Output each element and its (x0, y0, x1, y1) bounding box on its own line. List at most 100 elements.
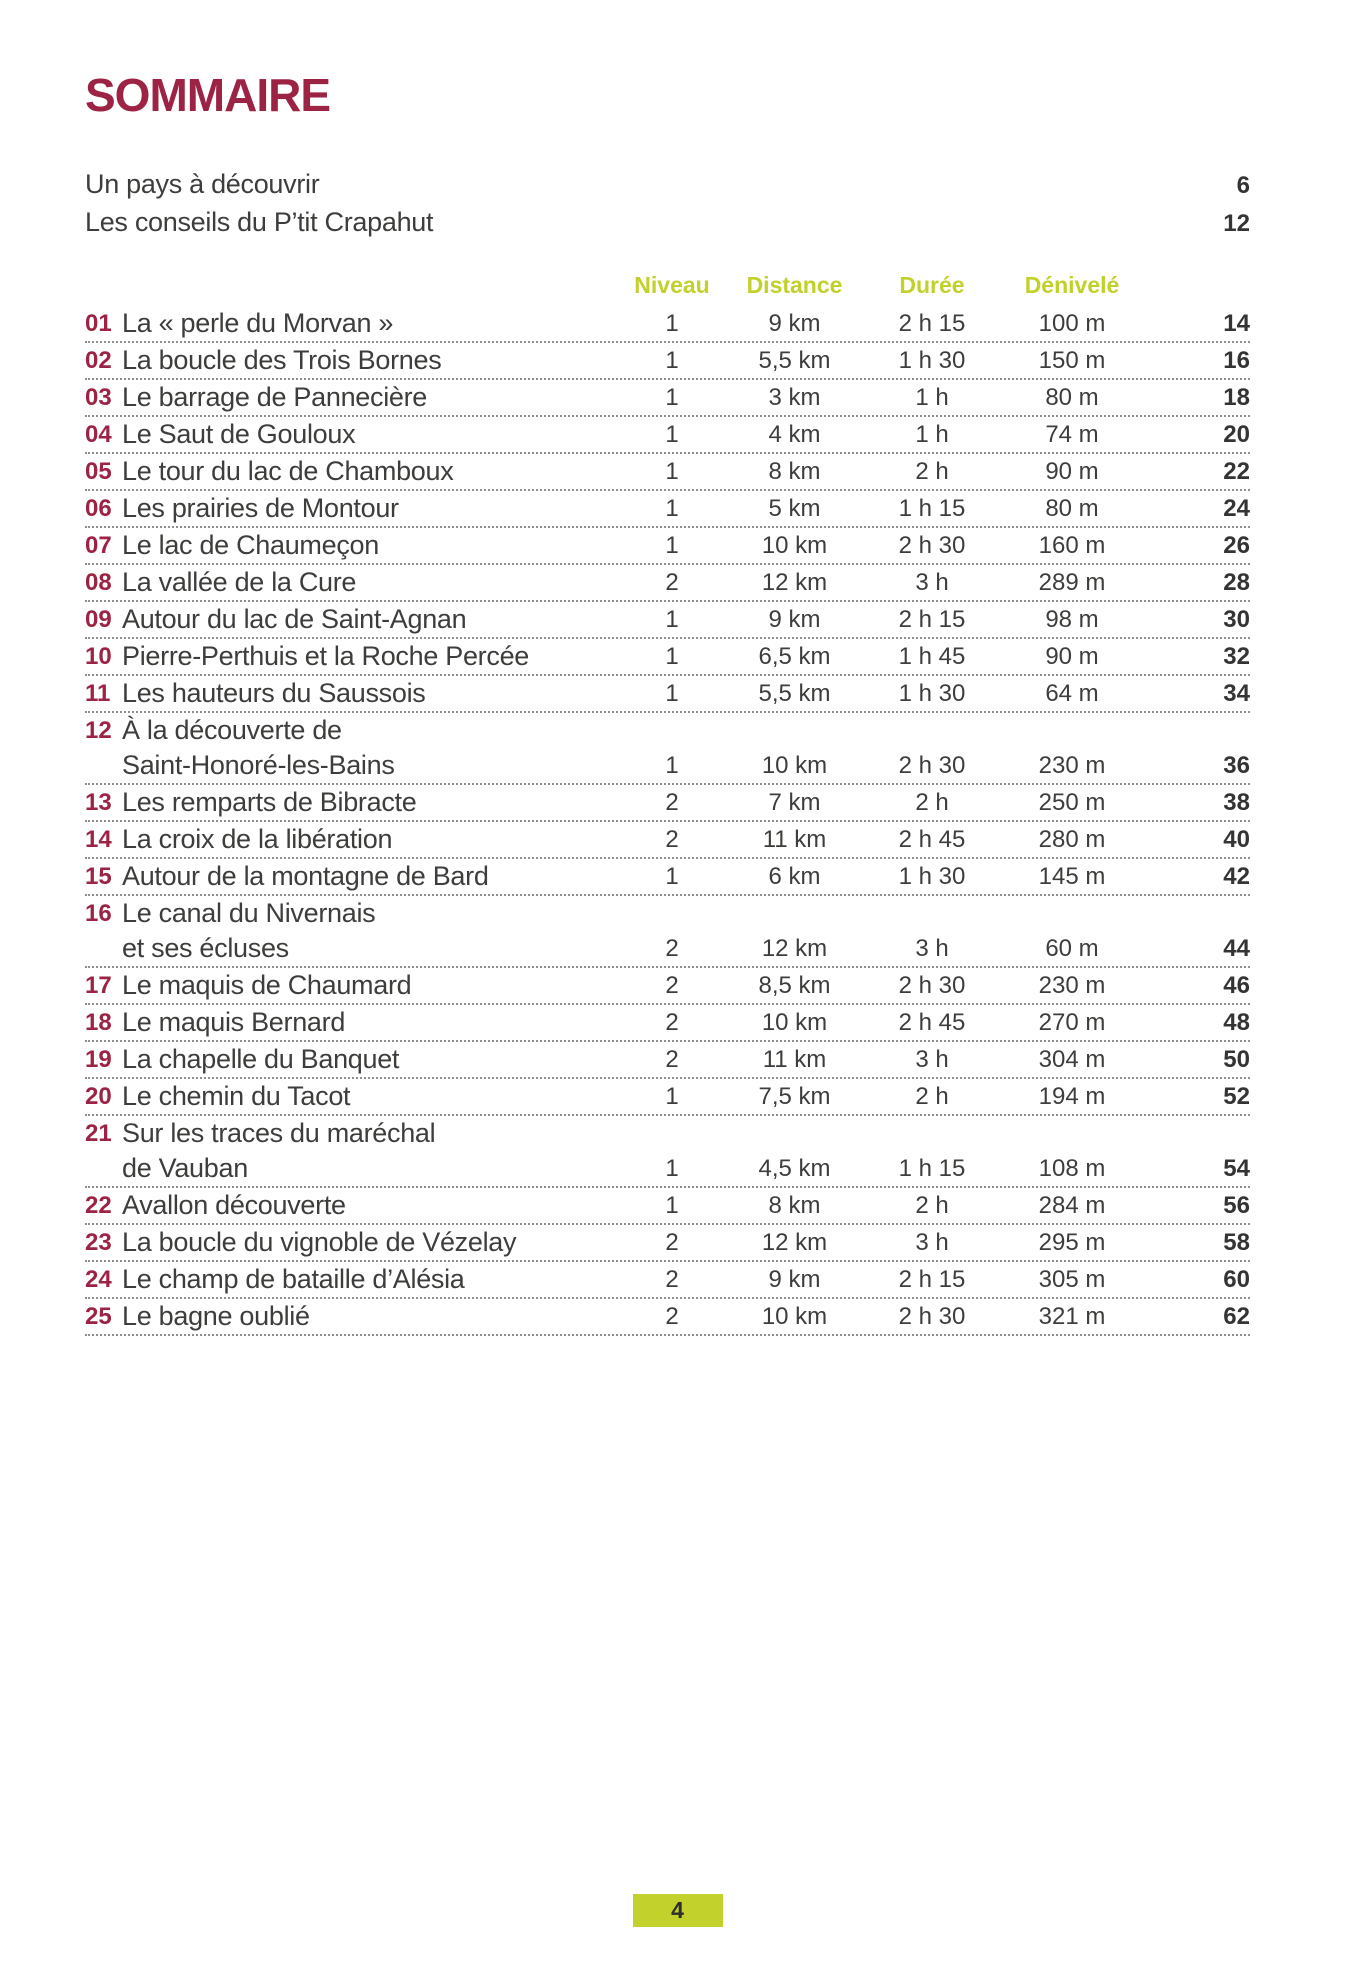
niveau-value: 1 (665, 384, 679, 411)
table-row: 22 Avallon découverte 1 8 km 2 h 284 m 5… (85, 1188, 1250, 1225)
denivele-value: 64 m (1045, 680, 1099, 707)
page-number: 58 (1223, 1229, 1250, 1256)
denivele-value: 305 m (1038, 1266, 1106, 1293)
niveau-value: 2 (665, 789, 679, 816)
niveau-value: 2 (665, 1229, 679, 1256)
table-row: 16 Le canal du Nivernais et ses écluses 2… (85, 896, 1250, 968)
denivele-value: 230 m (1038, 752, 1106, 779)
header-spacer (122, 272, 617, 298)
table-row: 02 La boucle des Trois Bornes 1 5,5 km 1… (85, 343, 1250, 380)
niveau-value: 1 (665, 1083, 679, 1110)
duree-value: 3 h (915, 1229, 949, 1256)
denivele-value: 80 m (1045, 495, 1099, 522)
table-row: 06 Les prairies de Montour 1 5 km 1 h 15… (85, 491, 1250, 528)
distance-value: 4,5 km (758, 1155, 831, 1182)
duree-value: 2 h (915, 1192, 949, 1219)
niveau-value: 2 (665, 972, 679, 999)
duree-value: 2 h 30 (898, 972, 966, 999)
page-number: 44 (1223, 935, 1250, 962)
hike-number: 02 (85, 347, 112, 374)
hike-title: Le canal du Nivernais et ses écluses (122, 896, 617, 966)
hike-number: 19 (85, 1046, 112, 1073)
hike-number: 20 (85, 1083, 112, 1110)
distance-value: 11 km (762, 826, 827, 853)
page-number: 22 (1223, 458, 1250, 485)
distance-value: 10 km (761, 532, 828, 559)
page-number: 52 (1223, 1083, 1250, 1110)
niveau-value: 1 (665, 680, 679, 707)
hike-number: 25 (85, 1303, 112, 1330)
niveau-value: 1 (665, 495, 679, 522)
page-number: 42 (1223, 863, 1250, 890)
toc-rows: 01 La « perle du Morvan » 1 9 km 2 h 15 … (85, 306, 1250, 1336)
hike-number: 22 (85, 1192, 112, 1219)
page-number: 24 (1223, 495, 1250, 522)
page-number: 54 (1223, 1155, 1250, 1182)
page-number: 34 (1223, 680, 1250, 707)
niveau-value: 2 (665, 569, 679, 596)
duree-value: 3 h (915, 569, 949, 596)
duree-value: 2 h 30 (898, 532, 966, 559)
table-row: 09 Autour du lac de Saint-Agnan 1 9 km 2… (85, 602, 1250, 639)
duree-value: 1 h 30 (898, 347, 966, 374)
intro-item: Les conseils du P’tit Crapahut 12 (85, 204, 1250, 242)
page-number: 20 (1223, 421, 1250, 448)
intro-section: Un pays à découvrir 6 Les conseils du P’… (85, 166, 1250, 242)
page-number: 28 (1223, 569, 1250, 596)
table-row: 19 La chapelle du Banquet 2 11 km 3 h 30… (85, 1042, 1250, 1079)
page-number: 48 (1223, 1009, 1250, 1036)
hike-title: La « perle du Morvan » (122, 308, 394, 338)
hike-title: À la découverte de Saint-Honoré-les-Bains (122, 713, 617, 783)
table-row: 20 Le chemin du Tacot 1 7,5 km 2 h 194 m… (85, 1079, 1250, 1116)
hike-title: Les hauteurs du Saussois (122, 678, 426, 708)
duree-value: 2 h (915, 458, 949, 485)
column-header-distance: Distance (746, 272, 843, 298)
page-number: 30 (1223, 606, 1250, 633)
hike-title: Les remparts de Bibracte (122, 787, 417, 817)
page-number: 18 (1223, 384, 1250, 411)
distance-value: 10 km (761, 752, 828, 779)
hike-title: Sur les traces du maréchal de Vauban (122, 1116, 617, 1186)
hike-number: 14 (85, 826, 112, 853)
hike-number: 07 (85, 532, 112, 559)
denivele-value: 98 m (1045, 606, 1099, 633)
intro-item-page: 6 (1236, 172, 1250, 199)
denivele-value: 304 m (1038, 1046, 1106, 1073)
table-row: 12 À la découverte de Saint-Honoré-les-Ba… (85, 713, 1250, 785)
duree-value: 2 h 15 (898, 310, 966, 337)
table-row: 05 Le tour du lac de Chamboux 1 8 km 2 h… (85, 454, 1250, 491)
distance-value: 3 km (768, 384, 821, 411)
distance-value: 11 km (762, 1046, 827, 1073)
table-row: 23 La boucle du vignoble de Vézelay 2 12… (85, 1225, 1250, 1262)
denivele-value: 150 m (1038, 347, 1106, 374)
hike-title: Le bagne oublié (122, 1301, 310, 1331)
header-spacer (1142, 272, 1250, 298)
page-number: 46 (1223, 972, 1250, 999)
denivele-value: 270 m (1038, 1009, 1106, 1036)
distance-value: 12 km (761, 935, 828, 962)
niveau-value: 1 (665, 1155, 679, 1182)
niveau-value: 1 (665, 347, 679, 374)
table-row: 15 Autour de la montagne de Bard 1 6 km … (85, 859, 1250, 896)
hike-title: La boucle du vignoble de Vézelay (122, 1227, 517, 1257)
table-row: 03 Le barrage de Pannecière 1 3 km 1 h 8… (85, 380, 1250, 417)
table-row: 08 La vallée de la Cure 2 12 km 3 h 289 … (85, 565, 1250, 602)
hike-number: 04 (85, 421, 112, 448)
niveau-value: 2 (665, 1046, 679, 1073)
intro-item: Un pays à découvrir 6 (85, 166, 1250, 204)
niveau-value: 1 (665, 310, 679, 337)
hike-title: Le barrage de Pannecière (122, 382, 428, 412)
denivele-value: 284 m (1038, 1192, 1106, 1219)
niveau-value: 2 (665, 1266, 679, 1293)
table-header-row: Niveau Distance Durée Dénivelé (85, 272, 1250, 298)
niveau-value: 1 (665, 1192, 679, 1219)
niveau-value: 2 (665, 1009, 679, 1036)
distance-value: 12 km (761, 569, 828, 596)
distance-value: 7,5 km (758, 1083, 831, 1110)
denivele-value: 60 m (1045, 935, 1099, 962)
hike-number: 24 (85, 1266, 112, 1293)
hike-title: La chapelle du Banquet (122, 1044, 400, 1074)
duree-value: 1 h 15 (898, 1155, 966, 1182)
column-header-denivele: Dénivelé (1024, 272, 1120, 298)
hike-number: 09 (85, 606, 112, 633)
